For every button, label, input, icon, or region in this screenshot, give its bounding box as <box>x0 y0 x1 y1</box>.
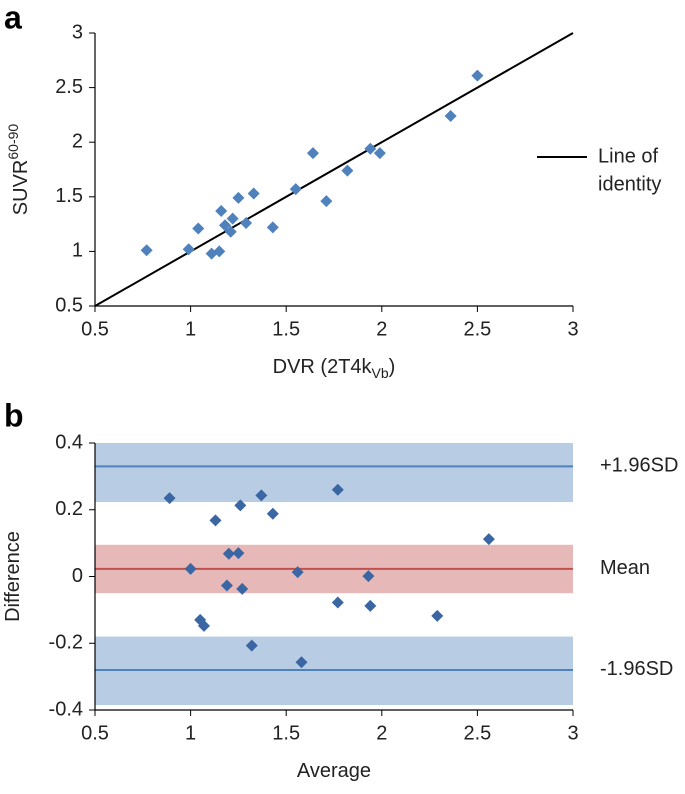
x-tick-label: 0.5 <box>81 722 109 744</box>
data-point <box>232 547 245 560</box>
data-point <box>364 142 377 155</box>
data-point <box>240 217 253 230</box>
data-point <box>444 109 457 122</box>
x-axis-label-text: Average <box>297 760 371 782</box>
x-axis-label: Average <box>297 760 371 782</box>
y-tick-label: 0.2 <box>55 498 83 520</box>
data-point <box>234 499 247 512</box>
data-point <box>184 562 197 575</box>
y-axis-label-text: Difference <box>2 531 24 622</box>
data-point <box>226 212 239 225</box>
y-tick-label: -0.2 <box>49 632 83 654</box>
x-tick-label: 2 <box>376 318 387 340</box>
reference-label: +1.96SD <box>600 455 678 477</box>
data-point <box>236 582 249 595</box>
data-point <box>209 514 222 527</box>
data-point <box>197 619 210 632</box>
data-point <box>331 596 344 609</box>
x-tick-label: 3 <box>567 318 578 340</box>
x-tick-label: 2 <box>376 722 387 744</box>
x-tick-label: 1.5 <box>272 722 300 744</box>
data-point <box>291 566 304 579</box>
x-axis-label-text: DVR (2T4k <box>273 356 373 378</box>
data-point <box>220 579 233 592</box>
band <box>95 443 573 503</box>
y-tick-label: 2 <box>72 130 83 152</box>
identity-line <box>94 32 574 307</box>
data-point <box>247 187 260 200</box>
data-point <box>306 147 319 160</box>
data-point <box>482 533 495 546</box>
data-point <box>163 492 176 505</box>
x-axis-label-end: ) <box>389 356 396 378</box>
y-tick-label: 0 <box>72 565 83 587</box>
data-point <box>373 147 386 160</box>
x-tick-label: 1 <box>185 318 196 340</box>
data-point <box>266 507 279 520</box>
data-point <box>192 222 205 235</box>
x-tick-label: 2.5 <box>463 318 491 340</box>
y-tick-label: 0.4 <box>55 431 83 453</box>
data-point <box>320 195 333 208</box>
data-point <box>471 69 484 82</box>
y-axis-label: Difference <box>2 531 24 622</box>
data-point <box>431 609 444 622</box>
x-axis-label: DVR (2T4kVb) <box>273 356 396 380</box>
data-point <box>232 191 245 204</box>
data-point <box>364 599 377 612</box>
reference-label: -1.96SD <box>600 658 673 680</box>
y-tick-label: 3 <box>72 21 83 43</box>
y-tick-label: 1.5 <box>55 185 83 207</box>
data-point <box>245 639 258 652</box>
y-tick-label: 2.5 <box>55 76 83 98</box>
data-point <box>224 225 237 238</box>
x-tick-label: 2.5 <box>463 722 491 744</box>
x-axis-label-sub: Vb <box>372 365 389 381</box>
y-axis-label: SUVR60-90 <box>5 124 33 216</box>
panel-label: b <box>4 397 24 433</box>
x-tick-label: 1.5 <box>272 318 300 340</box>
data-point <box>266 221 279 234</box>
x-tick-label: 3 <box>567 722 578 744</box>
y-axis-label-sup: 60-90 <box>5 124 21 160</box>
data-point <box>213 245 226 258</box>
y-tick-label: 1 <box>72 240 83 262</box>
data-point <box>341 164 354 177</box>
data-point <box>182 243 195 256</box>
panel-label: a <box>4 0 22 35</box>
data-point <box>255 489 268 502</box>
x-tick-label: 0.5 <box>81 318 109 340</box>
data-point <box>331 483 344 496</box>
data-point <box>215 204 228 217</box>
x-tick-label: 1 <box>185 722 196 744</box>
y-tick-label: 0.5 <box>55 294 83 316</box>
legend-label: Line of <box>598 145 658 167</box>
reference-label: Mean <box>600 557 650 579</box>
y-axis-label-text: SUVR <box>10 160 32 216</box>
data-point <box>295 656 308 669</box>
data-point <box>289 183 302 196</box>
data-point <box>362 570 375 583</box>
data-point <box>219 219 232 232</box>
legend-label: identity <box>598 173 661 195</box>
data-point <box>222 547 235 560</box>
data-point <box>140 244 153 257</box>
y-tick-label: -0.4 <box>49 698 83 720</box>
